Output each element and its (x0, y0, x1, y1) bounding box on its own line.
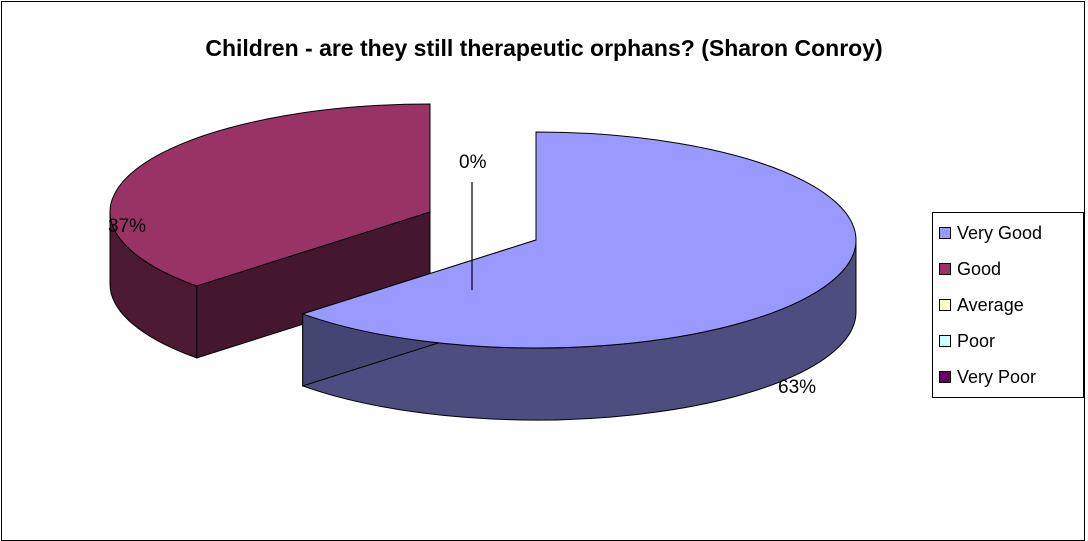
legend-label-poor: Poor (957, 330, 996, 351)
pie-chart (109, 103, 857, 421)
pie-slice-good (109, 103, 431, 359)
legend-label-very-good: Very Good (957, 222, 1043, 243)
legend-label-good: Good (957, 258, 1002, 279)
legend-item-average: Average (939, 293, 1024, 317)
data-label-very-good: 63% (778, 377, 817, 398)
legend-swatch-very-good (939, 227, 951, 239)
legend-swatch-average (939, 299, 951, 311)
legend-swatch-good (939, 263, 951, 275)
legend-label-average: Average (957, 294, 1024, 315)
pie-slice-very-good (301, 131, 857, 421)
legend-swatch-very-poor (939, 371, 951, 383)
legend-label-very-poor: Very Poor (957, 366, 1037, 387)
chart-legend: Very Good Good Average Poor Very Poor (932, 212, 1084, 398)
chart-title: Children - are they still therapeutic or… (205, 35, 883, 61)
data-label-zero: 0% (459, 152, 487, 173)
legend-item-very-good: Very Good (939, 221, 1042, 245)
legend-swatch-poor (939, 335, 951, 347)
legend-item-poor: Poor (939, 329, 995, 353)
legend-item-good: Good (939, 257, 1001, 281)
legend-item-very-poor: Very Poor (939, 365, 1036, 389)
data-label-good: 37% (108, 216, 147, 237)
